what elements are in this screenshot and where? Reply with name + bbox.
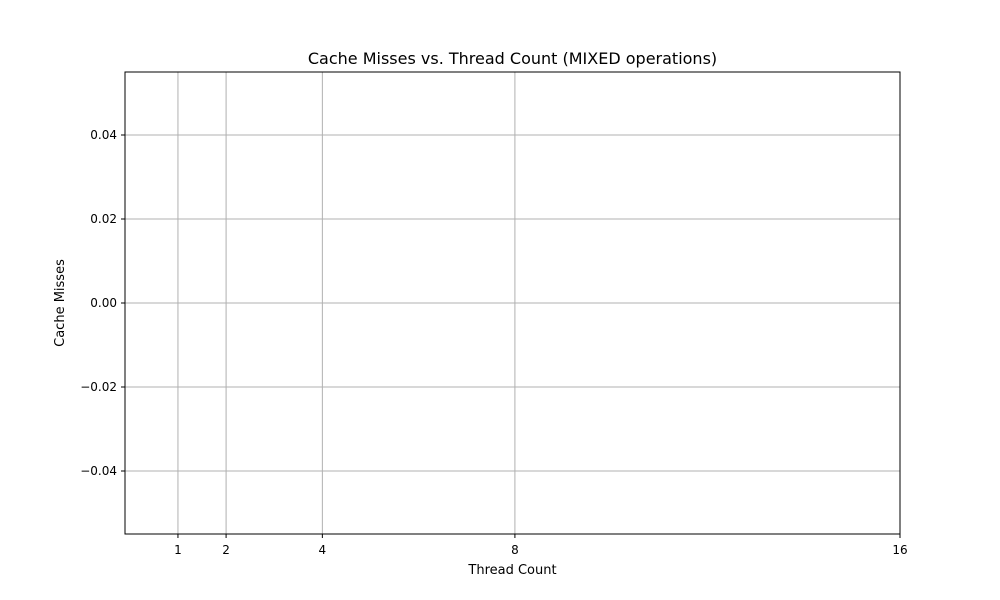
- x-axis-label: Thread Count: [467, 563, 556, 578]
- y-tick-label: 0.00: [90, 296, 117, 310]
- x-tick-label: 16: [892, 543, 907, 557]
- y-tick-label: −0.04: [80, 464, 117, 478]
- x-tick-label: 4: [319, 543, 327, 557]
- x-tick-label: 2: [222, 543, 230, 557]
- chart-title: Cache Misses vs. Thread Count (MIXED ope…: [308, 49, 717, 68]
- grid-lines: [125, 72, 901, 534]
- x-tick-label: 1: [174, 543, 182, 557]
- y-tick-label: 0.02: [90, 212, 117, 226]
- x-tick-label: 8: [511, 543, 519, 557]
- y-tick-label: −0.02: [80, 380, 117, 394]
- y-tick-label: 0.04: [90, 128, 117, 142]
- y-axis-ticks: −0.04 −0.02 0.00 0.02 0.04: [80, 128, 125, 478]
- y-axis-label: Cache Misses: [53, 259, 68, 347]
- x-axis-ticks: 1 2 4 8 16: [174, 534, 908, 557]
